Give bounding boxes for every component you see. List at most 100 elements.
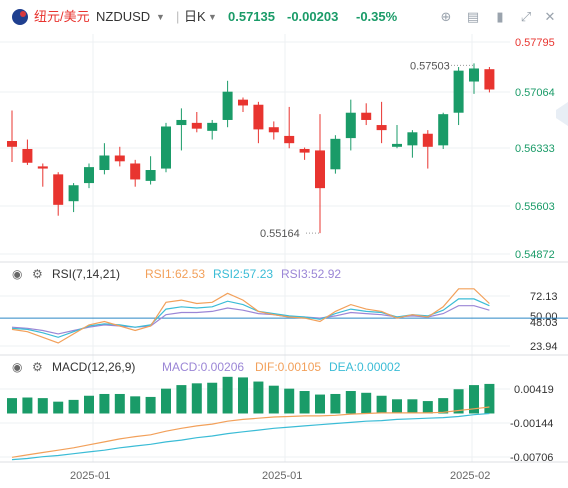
candle-body[interactable] (130, 163, 141, 180)
price-change: -0.00203 (287, 9, 339, 24)
rsi-tick: 23.94 (530, 341, 558, 353)
x-tick-label: 2025-01 (262, 470, 302, 482)
last-price: 0.57135 (228, 9, 275, 24)
candle-body[interactable] (392, 143, 402, 147)
close-icon[interactable]: ✕ (544, 9, 556, 24)
macd-bar (37, 398, 48, 414)
rsi1-line (11, 288, 490, 344)
macd-bar (99, 393, 110, 414)
expand-icon[interactable]: ⤢ (520, 9, 532, 24)
candle-body[interactable] (37, 166, 48, 169)
rsi-tick: 48.03 (530, 317, 558, 329)
candle-body[interactable] (191, 122, 202, 129)
price-tick: 0.55603 (515, 201, 555, 213)
candle-body[interactable] (484, 69, 495, 90)
price-tick: 0.54872 (515, 249, 555, 261)
rsi-settings-icon[interactable]: ⚙ (32, 267, 43, 281)
timeframe-label[interactable]: 日K (184, 9, 206, 24)
dea-line (11, 412, 490, 461)
high-label: 0.57503 (410, 60, 450, 72)
symbol-code[interactable]: NZDUSD (96, 9, 151, 24)
candle-body[interactable] (330, 138, 341, 170)
candle-body[interactable] (469, 68, 479, 82)
rsi-eye-icon[interactable]: ◉ (12, 267, 22, 281)
macd-title: MACD(12,26,9) (52, 360, 135, 374)
candle-body[interactable] (145, 170, 156, 181)
candle-body[interactable] (176, 119, 187, 126)
macd-bar (161, 388, 171, 414)
symbol-dropdown-icon[interactable]: ▼ (156, 12, 165, 22)
candle-body[interactable] (376, 125, 387, 131)
macd-histogram (7, 376, 495, 414)
macd-bar (484, 383, 495, 414)
candle-body[interactable] (68, 185, 79, 202)
rsi2-value: RSI2:57.23 (213, 267, 273, 281)
symbol-name[interactable]: 纽元/美元 (34, 9, 90, 24)
candle-body[interactable] (284, 135, 295, 144)
macd-bar (345, 391, 356, 414)
candle-style-icon[interactable]: ▮ (496, 9, 504, 24)
low-label: 0.55164 (260, 228, 300, 240)
price-tick: 0.56333 (515, 143, 555, 155)
dea-value: DEA:0.00002 (329, 360, 401, 374)
candles (7, 63, 495, 234)
macd-bar (376, 395, 387, 414)
candle-body[interactable] (114, 155, 125, 162)
macd-bar (68, 399, 79, 414)
candle-body[interactable] (268, 127, 279, 133)
macd-eye-icon[interactable]: ◉ (12, 360, 22, 374)
candle-body[interactable] (345, 112, 356, 139)
macd-tick: -0.00144 (510, 418, 553, 430)
macd-bar (407, 399, 418, 414)
candle-body[interactable] (422, 133, 433, 147)
candle-body[interactable] (99, 155, 110, 171)
candle-body[interactable] (84, 167, 94, 184)
candle-body[interactable] (253, 104, 264, 130)
candle-body[interactable] (238, 99, 248, 106)
candle-body[interactable] (453, 70, 464, 113)
candle-body[interactable] (7, 141, 17, 147)
candle-body[interactable] (361, 112, 372, 120)
macd-bar (53, 401, 64, 414)
x-tick-label: 2025-01 (70, 470, 110, 482)
candle-body[interactable] (407, 132, 418, 146)
crosshair-icon[interactable]: ⊕ (440, 9, 452, 24)
price-change-pct: -0.35% (356, 9, 398, 24)
candle-body[interactable] (299, 148, 310, 153)
candle-body[interactable] (207, 122, 218, 131)
candle-body[interactable] (315, 150, 325, 189)
rsi1-value: RSI1:62.53 (145, 267, 205, 281)
macd-bar (7, 398, 17, 414)
macd-bar (238, 377, 248, 414)
macd-bar (453, 389, 464, 414)
timeframe-dropdown-icon[interactable]: ▼ (208, 12, 217, 22)
macd-bar (392, 399, 402, 414)
nz-flag-icon (12, 9, 28, 25)
macd-tick: 0.00419 (514, 384, 554, 396)
macd-bar (207, 382, 218, 414)
macd-settings-icon[interactable]: ⚙ (32, 360, 43, 374)
macd-bar (114, 393, 125, 414)
macd-tick: -0.00706 (510, 452, 553, 464)
x-tick-label: 2025-02 (450, 470, 490, 482)
chart-type-icon[interactable]: ▤ (466, 9, 480, 24)
macd-bar (438, 398, 449, 414)
candle-body[interactable] (161, 126, 171, 169)
macd-bar (330, 393, 341, 414)
macd-bar (130, 396, 141, 414)
macd-bar (222, 376, 233, 414)
macd-bar (299, 391, 310, 414)
dif-value: DIF:0.00105 (255, 360, 321, 374)
candle-body[interactable] (53, 174, 64, 205)
dif-line (11, 406, 490, 458)
candle-body[interactable] (222, 91, 233, 120)
macd-bar (284, 388, 295, 414)
candle-body[interactable] (22, 148, 33, 163)
macd-bar (145, 396, 156, 414)
price-tick: 0.57064 (515, 87, 555, 99)
macd-bar (176, 385, 187, 414)
macd-bar (315, 394, 325, 414)
candle-body[interactable] (438, 114, 449, 146)
macd-bar (422, 401, 433, 414)
